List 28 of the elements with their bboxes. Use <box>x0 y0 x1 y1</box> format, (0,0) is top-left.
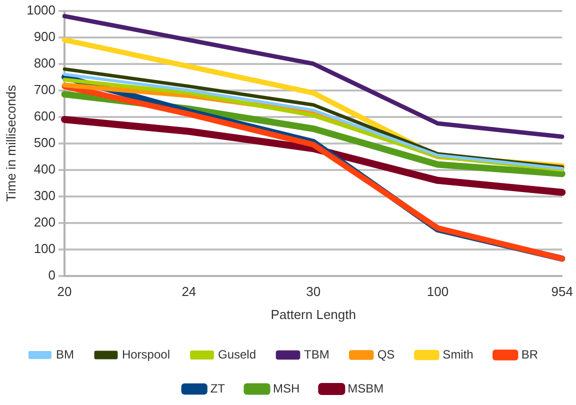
y-tick-label: 100 <box>34 240 56 256</box>
x-tick-label: 24 <box>182 284 196 300</box>
y-axis-title: Time in milliseconds <box>3 84 18 202</box>
x-tick-label: 100 <box>426 284 449 300</box>
x-axis-title: Pattern Length <box>270 306 356 322</box>
y-tick-label: 200 <box>34 214 56 230</box>
y-tick-label: 500 <box>34 134 56 150</box>
legend-label: Guseld <box>218 347 256 362</box>
y-tick-label: 600 <box>34 108 56 124</box>
y-tick-label: 900 <box>34 28 56 44</box>
legend-label: QS <box>377 347 395 362</box>
legend-label: ZT <box>210 381 226 396</box>
x-tick-label: 30 <box>306 284 321 300</box>
y-tick-label: 300 <box>34 188 56 203</box>
legend-label: Smith <box>442 347 474 362</box>
x-tick-label: 954 <box>551 284 574 300</box>
y-tick-label: 800 <box>34 55 56 70</box>
legend-label: TBM <box>304 347 330 362</box>
legend-label: Horspool <box>122 347 170 362</box>
legend-label: MSBM <box>348 381 384 396</box>
legend-label: BM <box>56 347 74 362</box>
y-tick-label: 1000 <box>26 2 56 18</box>
x-tick-label: 20 <box>57 284 72 300</box>
legend-label: BR <box>521 347 538 362</box>
y-tick-label: 0 <box>48 267 56 282</box>
y-tick-label: 700 <box>34 82 56 97</box>
legend-label: MSH <box>272 381 300 396</box>
y-tick-label: 400 <box>34 161 56 176</box>
